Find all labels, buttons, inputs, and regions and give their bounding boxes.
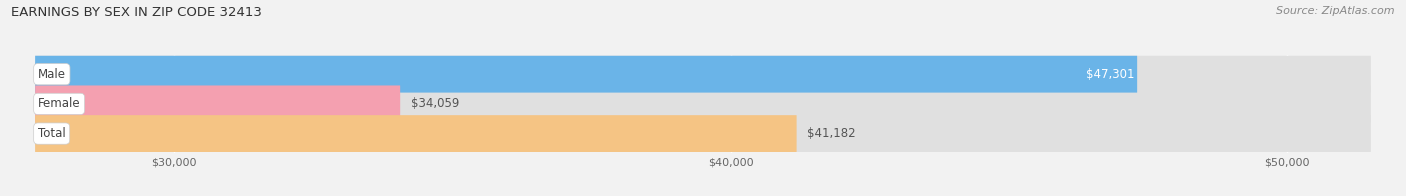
FancyBboxPatch shape <box>35 115 1371 152</box>
Text: EARNINGS BY SEX IN ZIP CODE 32413: EARNINGS BY SEX IN ZIP CODE 32413 <box>11 6 262 19</box>
Text: $41,182: $41,182 <box>807 127 856 140</box>
FancyBboxPatch shape <box>35 85 1371 122</box>
FancyBboxPatch shape <box>35 85 401 122</box>
Text: Male: Male <box>38 68 66 81</box>
FancyBboxPatch shape <box>35 56 1371 93</box>
Text: Total: Total <box>38 127 66 140</box>
Text: Source: ZipAtlas.com: Source: ZipAtlas.com <box>1277 6 1395 16</box>
FancyBboxPatch shape <box>35 56 1137 93</box>
Text: Female: Female <box>38 97 80 110</box>
Text: $34,059: $34,059 <box>411 97 460 110</box>
Text: $47,301: $47,301 <box>1085 68 1135 81</box>
FancyBboxPatch shape <box>35 115 797 152</box>
